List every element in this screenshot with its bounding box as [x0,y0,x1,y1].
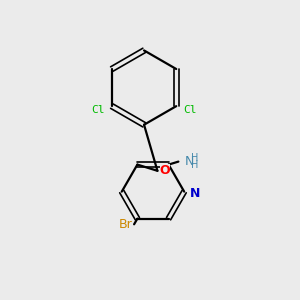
Text: H: H [191,153,199,163]
Text: N: N [190,187,200,200]
Text: Cl: Cl [91,105,105,115]
Text: Cl: Cl [183,105,197,115]
Text: H: H [191,160,199,170]
Text: N: N [185,155,194,168]
Text: Br: Br [119,218,133,231]
Text: O: O [160,164,170,177]
